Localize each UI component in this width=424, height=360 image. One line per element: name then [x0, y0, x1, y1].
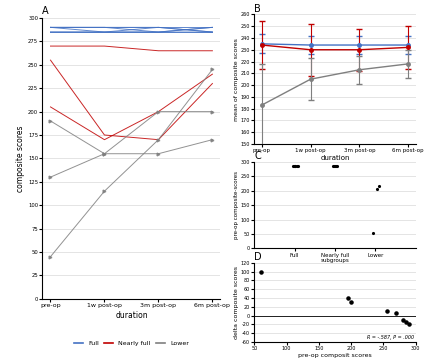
Text: R = -.587, P = .000: R = -.587, P = .000	[367, 335, 414, 339]
Text: B: B	[254, 4, 261, 14]
Point	[402, 319, 409, 325]
Y-axis label: pre-op composite-scores: pre-op composite-scores	[234, 171, 240, 239]
X-axis label: duration: duration	[320, 154, 350, 161]
Legend: Full, Nearly full, Lower: Full, Nearly full, Lower	[286, 188, 384, 198]
Y-axis label: delta composite scores: delta composite scores	[234, 266, 240, 339]
X-axis label: pre-op composit scores: pre-op composit scores	[298, 352, 372, 357]
X-axis label: subgroups: subgroups	[317, 265, 353, 271]
Text: C: C	[254, 151, 261, 161]
Y-axis label: composite scores: composite scores	[17, 125, 25, 192]
Point	[344, 295, 351, 301]
X-axis label: duration: duration	[115, 311, 148, 320]
Point	[399, 317, 406, 323]
Point	[348, 300, 354, 305]
Y-axis label: mean of composite scores: mean of composite scores	[234, 38, 240, 121]
Point	[383, 308, 390, 314]
Point	[393, 311, 399, 316]
Point	[257, 269, 264, 274]
Point	[406, 321, 413, 327]
Text: A: A	[42, 6, 49, 16]
Legend: Full, Nearly full, Lower: Full, Nearly full, Lower	[71, 338, 192, 349]
Text: D: D	[254, 252, 262, 262]
